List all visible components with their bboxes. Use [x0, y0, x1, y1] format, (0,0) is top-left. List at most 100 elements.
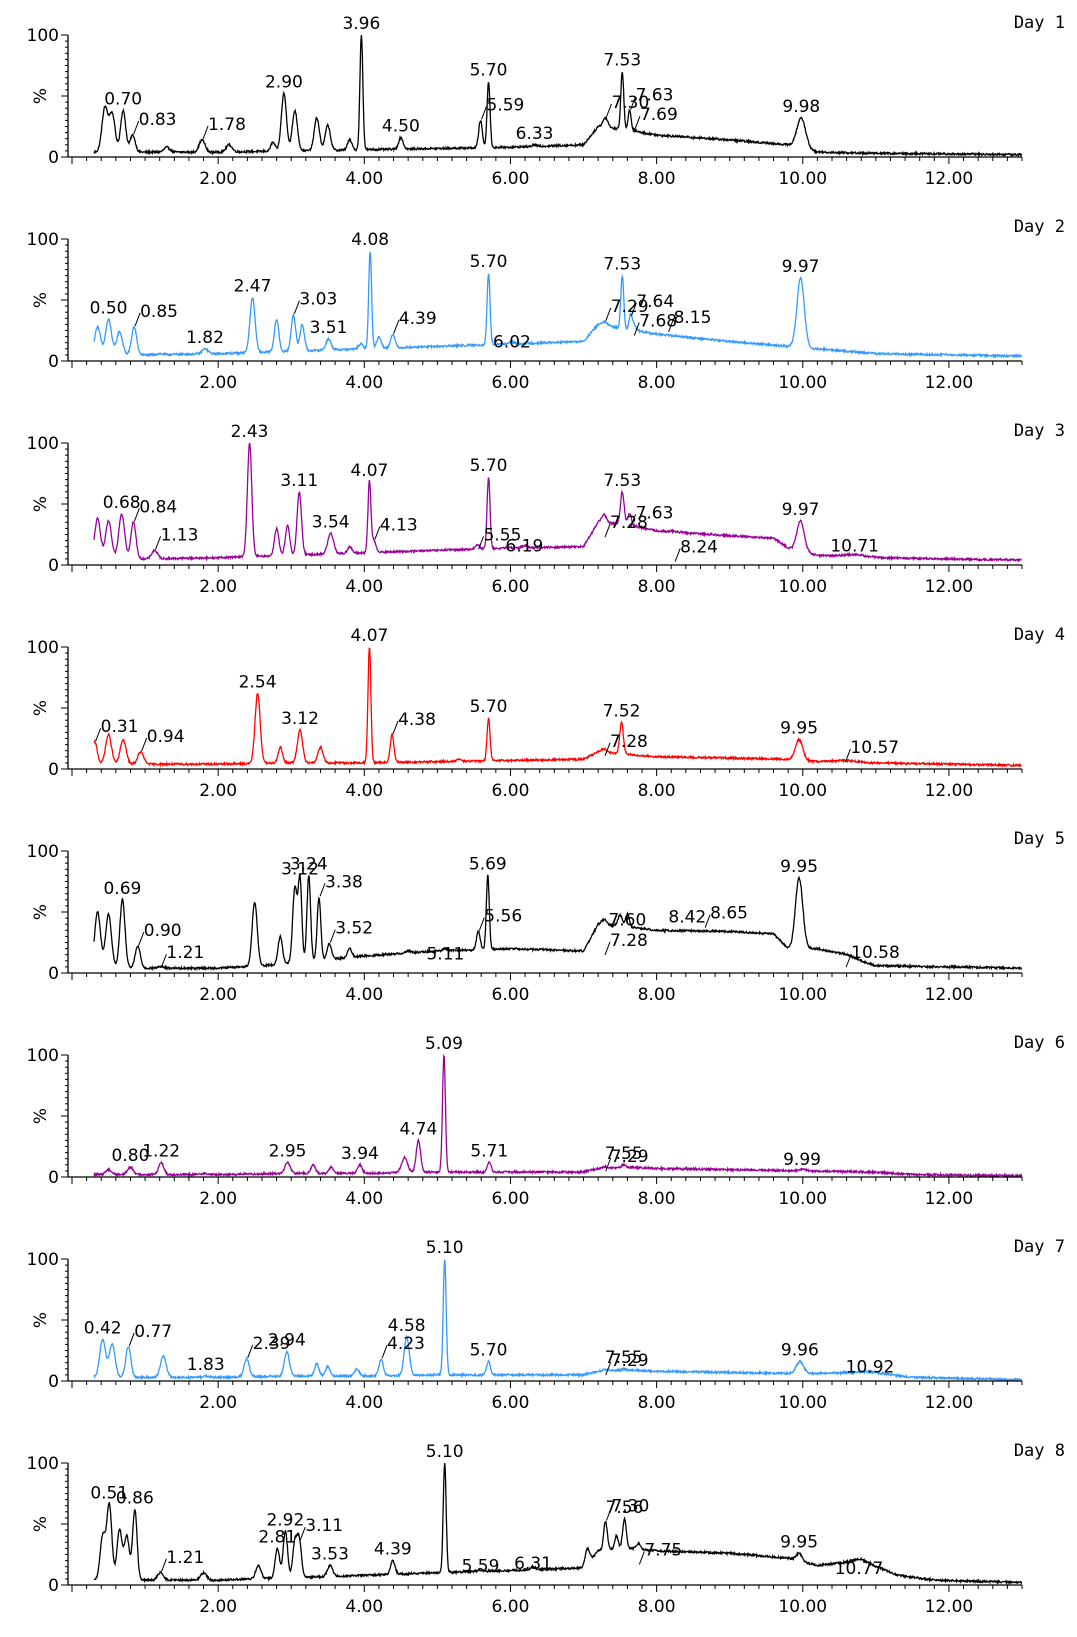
chromatogram-trace — [93, 1259, 1023, 1383]
peak-leader-line — [668, 318, 675, 332]
peak-label: 0.68 — [103, 493, 141, 513]
x-tick-label: 4.00 — [345, 169, 383, 189]
x-tick-label: 2.00 — [199, 781, 237, 801]
x-tick-label: 12.00 — [925, 373, 974, 393]
peak-label: 7.28 — [610, 732, 648, 752]
peak-leader-line — [634, 115, 641, 130]
x-tick-label: 2.00 — [199, 577, 237, 597]
peak-label: 4.08 — [351, 230, 389, 250]
peak-leader-line — [155, 536, 162, 550]
peak-leader-line — [381, 1344, 388, 1359]
y-axis-label: % — [31, 88, 51, 104]
chromatogram-panel-2: 100 0% 2.00 4.00 6.00 8.00 10.00 12.00 Day 2 0.50… — [0, 204, 1077, 408]
peak-label: 3.51 — [310, 318, 348, 338]
x-tick-label: 10.00 — [778, 1189, 827, 1209]
peak-label: 4.13 — [380, 516, 418, 536]
peak-leader-line — [605, 1361, 612, 1376]
x-tick-label: 8.00 — [638, 577, 676, 597]
peak-leader-line — [141, 737, 148, 752]
peak-label: 1.78 — [208, 115, 246, 135]
peak-label: 1.21 — [166, 1548, 204, 1568]
chromatogram-trace — [93, 1053, 1023, 1179]
peak-leader-line — [128, 1332, 135, 1347]
x-tick-label: 6.00 — [492, 169, 530, 189]
peak-label: 7.30 — [611, 1497, 649, 1517]
peak-label: 9.95 — [780, 857, 818, 877]
peak-label: 6.19 — [505, 537, 543, 557]
peak-label: 5.70 — [470, 252, 508, 272]
peak-label: 7.56 — [606, 1498, 644, 1518]
peak-leader-line — [674, 548, 681, 562]
x-tick-label: 4.00 — [345, 1189, 383, 1209]
panel-title: Day 3 — [1014, 421, 1065, 441]
x-tick-label: 10.00 — [778, 781, 827, 801]
chromatogram-panel-6: 100 0% 2.00 4.00 6.00 8.00 10.00 12.00 Day 6 0.80… — [0, 1020, 1077, 1224]
x-tick-label: 8.00 — [638, 1597, 676, 1617]
x-tick-label: 6.00 — [492, 577, 530, 597]
y-tick-label: 100 — [27, 1250, 59, 1270]
x-tick-label: 10.00 — [778, 169, 827, 189]
x-tick-label: 10.00 — [778, 577, 827, 597]
peak-label: 7.68 — [639, 312, 677, 332]
x-tick-label: 12.00 — [925, 1393, 974, 1413]
peak-label: 9.98 — [782, 97, 820, 117]
peak-label: 5.70 — [470, 1340, 508, 1360]
peak-leader-line — [299, 1526, 306, 1541]
peak-label: 5.55 — [484, 525, 522, 545]
x-tick-label: 10.00 — [778, 985, 827, 1005]
peak-leader-line — [630, 514, 637, 528]
y-axis-label: % — [31, 496, 51, 512]
peak-leader-line — [374, 526, 381, 540]
peak-leader-line — [605, 1507, 612, 1521]
peak-label: 2.94 — [268, 1331, 306, 1351]
peak-label: 0.83 — [139, 110, 177, 130]
peak-leader-line — [605, 1157, 612, 1172]
peak-leader-line — [604, 742, 611, 756]
peak-label: 5.70 — [470, 697, 508, 717]
chromatogram-trace — [93, 251, 1023, 360]
peak-label: 8.15 — [674, 308, 712, 328]
peak-label: 5.70 — [470, 60, 508, 80]
peak-label: 2.92 — [266, 1510, 304, 1530]
peak-label: 4.39 — [374, 1540, 412, 1560]
peak-label: 0.77 — [134, 1322, 172, 1342]
chromatogram-panel-4: 100 0% 2.00 4.00 6.00 8.00 10.00 12.00 Day 4 0.31… — [0, 612, 1077, 816]
x-tick-label: 4.00 — [345, 781, 383, 801]
y-tick-label: 100 — [27, 434, 59, 454]
peak-label: 7.64 — [636, 292, 674, 312]
peak-label: 4.39 — [399, 309, 437, 329]
x-tick-label: 8.00 — [638, 1189, 676, 1209]
y-tick-label: 0 — [48, 1576, 59, 1596]
peak-label: 6.33 — [516, 124, 554, 144]
peak-label: 0.69 — [103, 879, 141, 899]
peak-label: 0.84 — [139, 497, 177, 517]
peak-leader-line — [133, 120, 140, 135]
x-tick-label: 8.00 — [638, 781, 676, 801]
chromatogram-trace — [93, 647, 1022, 768]
peak-leader-line — [605, 103, 612, 118]
peak-label: 10.77 — [835, 1559, 884, 1579]
chromatogram-panel-7: 100 0% 2.00 4.00 6.00 8.00 10.00 12.00 Day 7 0.42… — [0, 1224, 1077, 1428]
peak-label: 1.13 — [161, 525, 199, 545]
y-tick-label: 0 — [48, 760, 59, 780]
x-tick-label: 12.00 — [925, 985, 974, 1005]
peak-label: 3.12 — [281, 709, 319, 729]
peak-leader-line — [481, 106, 487, 120]
peak-label: 3.12 — [281, 859, 319, 879]
peak-label: 9.95 — [780, 719, 818, 739]
peak-label: 7.28 — [610, 931, 648, 951]
x-tick-label: 6.00 — [492, 373, 530, 393]
y-tick-label: 100 — [27, 1046, 59, 1066]
peak-label: 4.07 — [350, 461, 388, 481]
peak-label: 10.58 — [851, 943, 900, 963]
peak-label: 7.53 — [603, 471, 641, 491]
x-tick-label: 8.00 — [638, 1393, 676, 1413]
x-tick-label: 2.00 — [199, 985, 237, 1005]
peak-leader-line — [293, 300, 300, 314]
peak-label: 9.97 — [782, 257, 820, 277]
y-tick-label: 100 — [27, 230, 59, 250]
chromatogram-trace — [93, 873, 1023, 972]
peak-label: 4.07 — [350, 626, 388, 646]
chromatogram-svg: 100 0% 2.00 4.00 6.00 8.00 10.00 12.00 Day 1 0.70… — [27, 13, 1065, 189]
peak-label: 0.31 — [101, 717, 139, 737]
